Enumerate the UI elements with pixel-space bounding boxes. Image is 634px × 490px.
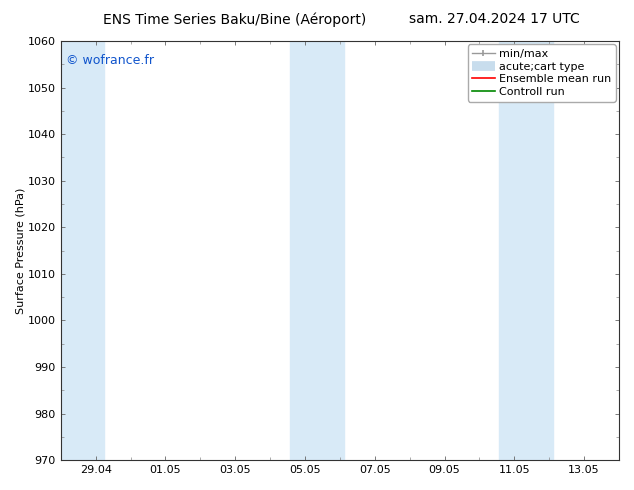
Legend: min/max, acute;cart type, Ensemble mean run, Controll run: min/max, acute;cart type, Ensemble mean …	[468, 45, 616, 101]
Y-axis label: Surface Pressure (hPa): Surface Pressure (hPa)	[15, 187, 25, 314]
Bar	[290, 41, 344, 460]
Text: sam. 27.04.2024 17 UTC: sam. 27.04.2024 17 UTC	[409, 12, 580, 26]
Text: ENS Time Series Baku/Bine (Aéroport): ENS Time Series Baku/Bine (Aéroport)	[103, 12, 366, 27]
Bar	[499, 41, 553, 460]
Text: © wofrance.fr: © wofrance.fr	[67, 53, 154, 67]
Bar	[61, 41, 104, 460]
